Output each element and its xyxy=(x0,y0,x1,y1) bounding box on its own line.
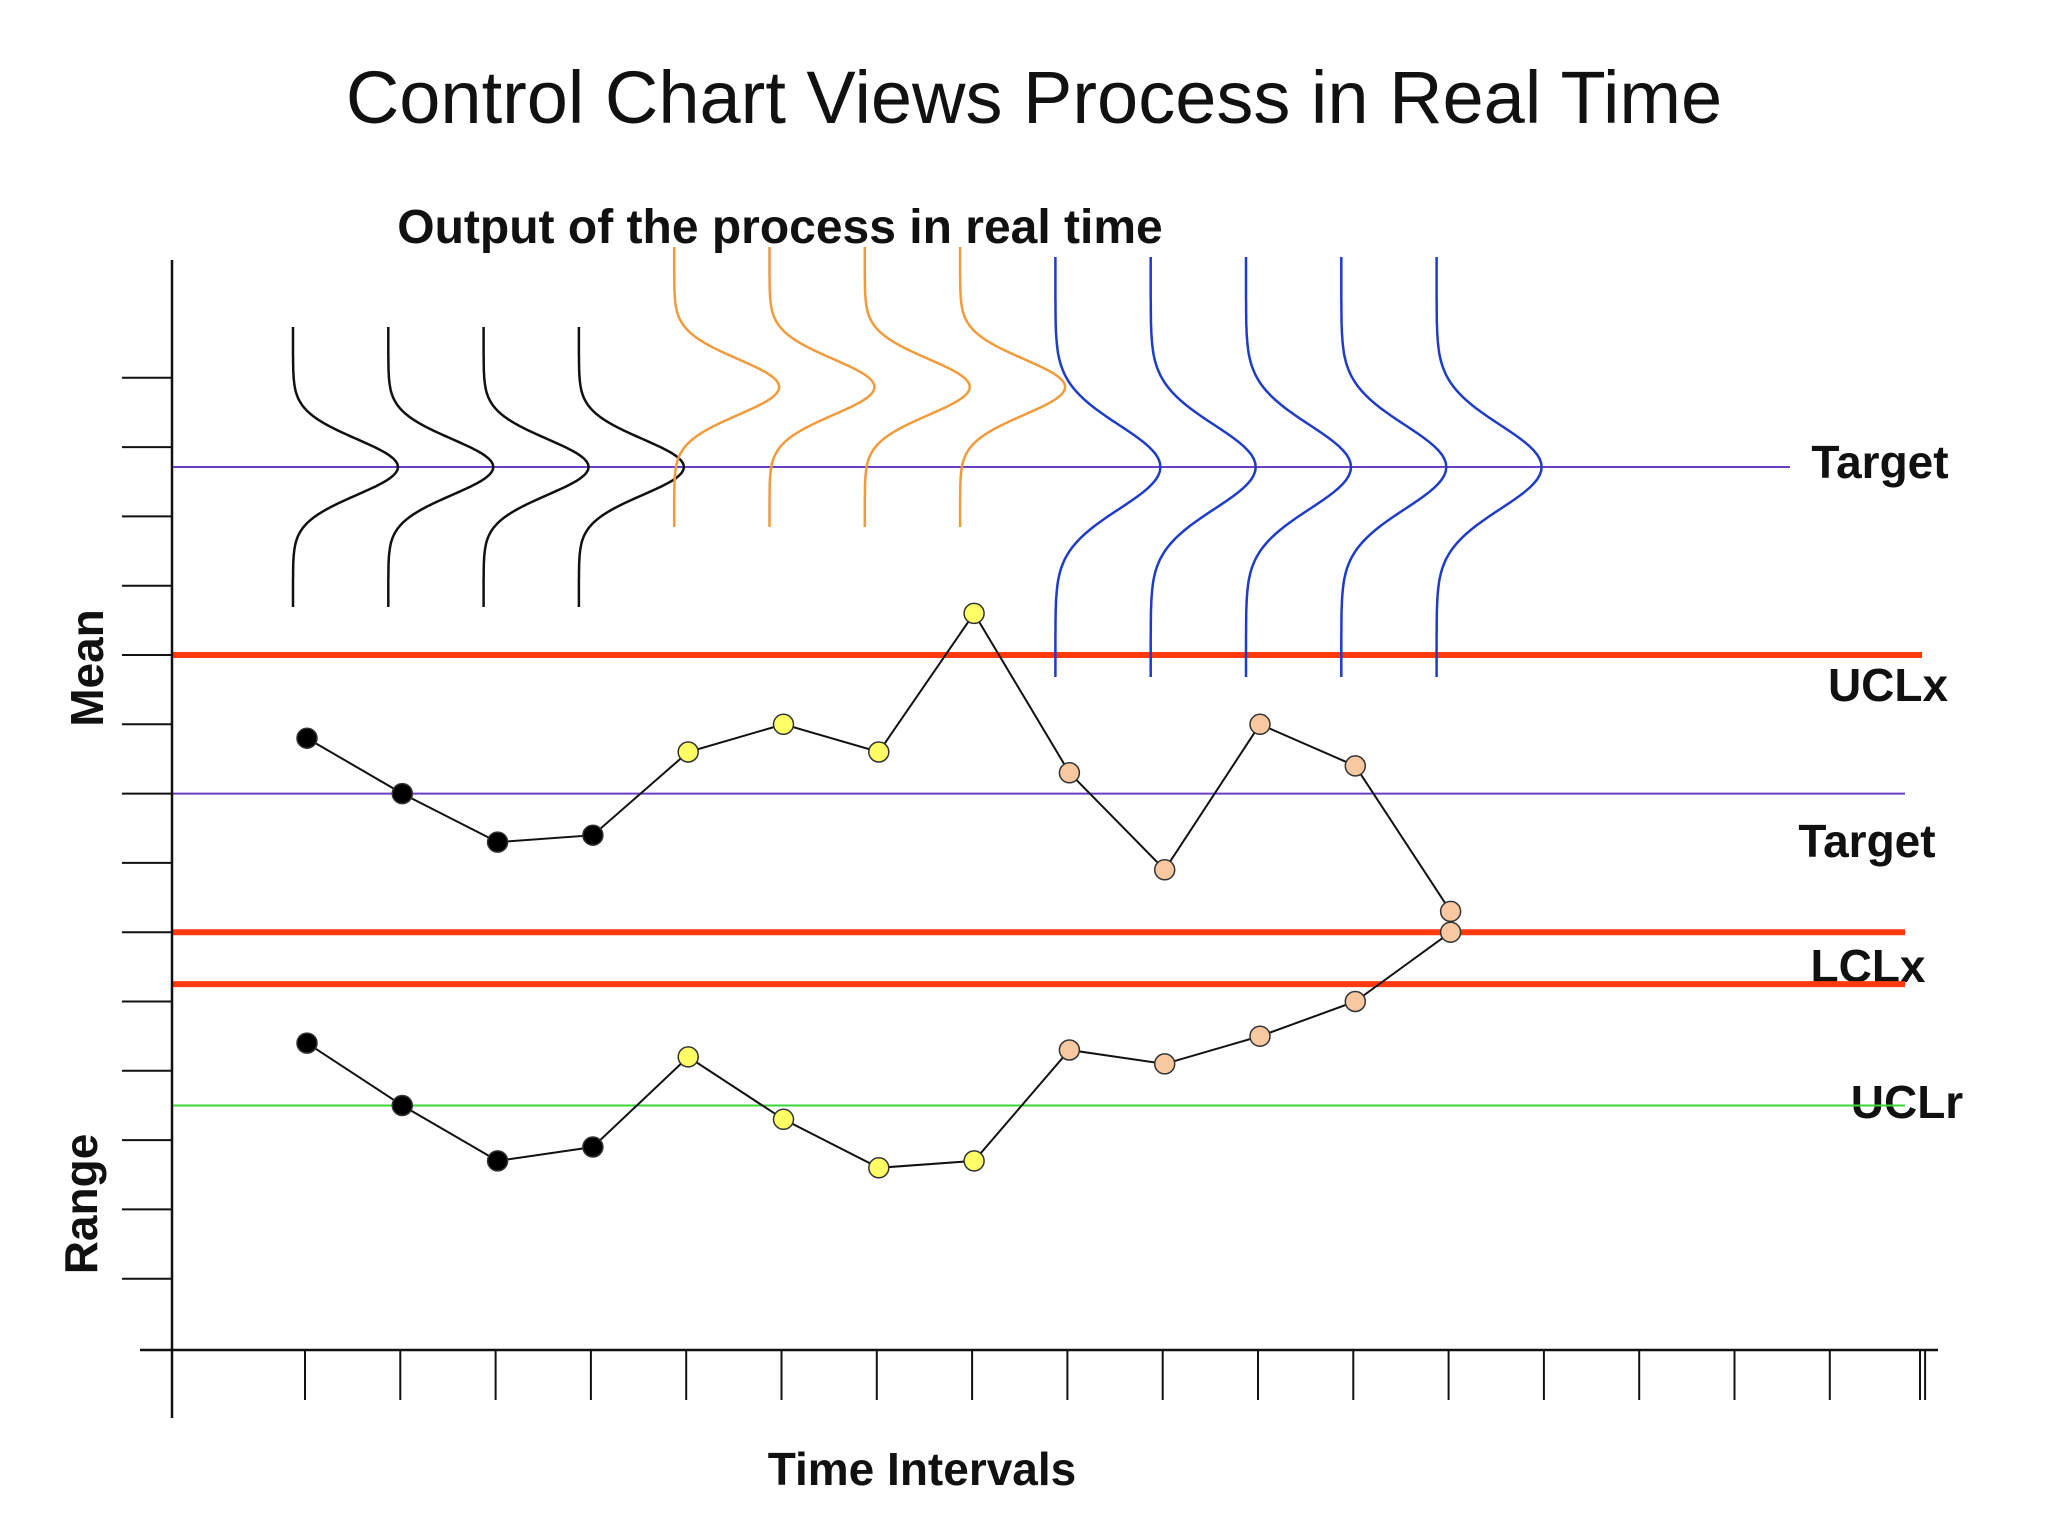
mean-point xyxy=(296,727,318,749)
range-point xyxy=(486,1150,509,1172)
chart-subtitle: Output of the process in real time xyxy=(397,201,1162,254)
range-axis-label: Range xyxy=(55,1134,107,1275)
range-point xyxy=(296,1032,318,1054)
x-axis-label: Time Intervals xyxy=(768,1443,1077,1495)
mean-point xyxy=(1249,713,1271,736)
distribution-curve xyxy=(291,327,400,607)
axes xyxy=(122,260,1938,1418)
distribution-curve xyxy=(482,327,590,607)
distribution-curve xyxy=(1435,257,1543,677)
range-point xyxy=(1249,1025,1271,1047)
mean-point xyxy=(1344,755,1367,777)
distribution-curve xyxy=(672,247,781,527)
distribution-curve xyxy=(1244,257,1353,677)
distribution-curve xyxy=(387,327,495,607)
range-point xyxy=(1344,990,1367,1013)
mean-point xyxy=(486,831,509,853)
mean-point xyxy=(772,713,795,736)
mean-point xyxy=(391,782,414,805)
range-point xyxy=(582,1136,604,1158)
target-top-label: Target xyxy=(1811,436,1948,488)
mean-point xyxy=(963,602,985,625)
range-point xyxy=(868,1157,890,1179)
data-series xyxy=(296,602,1462,1179)
mean-point xyxy=(1439,900,1462,923)
ucl-x-label: UCLx xyxy=(1828,659,1949,711)
distribution-curve xyxy=(863,247,972,527)
range-point xyxy=(1058,1039,1081,1061)
distribution-curve xyxy=(1340,257,1448,677)
distribution-curves xyxy=(291,247,1543,677)
ucl-r-label: UCLr xyxy=(1851,1076,1964,1128)
mean-axis-label: Mean xyxy=(61,609,113,727)
range-point xyxy=(391,1094,414,1117)
mean-point xyxy=(582,824,604,846)
reference-lines xyxy=(172,466,1922,1107)
range-series-line xyxy=(306,931,1452,1169)
distribution-curve xyxy=(577,327,686,607)
mean-point xyxy=(868,741,890,763)
range-point xyxy=(963,1150,985,1172)
range-point xyxy=(772,1108,795,1131)
range-point xyxy=(677,1046,699,1068)
distribution-curve xyxy=(1149,257,1257,677)
mean-point xyxy=(1058,762,1081,784)
mean-point xyxy=(1153,859,1176,881)
distribution-curve xyxy=(1054,257,1162,677)
distribution-curve xyxy=(768,247,876,527)
mean-point xyxy=(677,741,699,763)
chart-title: Control Chart Views Process in Real Time xyxy=(346,56,1722,139)
target-mean-label: Target xyxy=(1798,815,1935,867)
range-point xyxy=(1153,1053,1176,1075)
distribution-curve xyxy=(958,247,1067,527)
range-point xyxy=(1439,921,1462,943)
